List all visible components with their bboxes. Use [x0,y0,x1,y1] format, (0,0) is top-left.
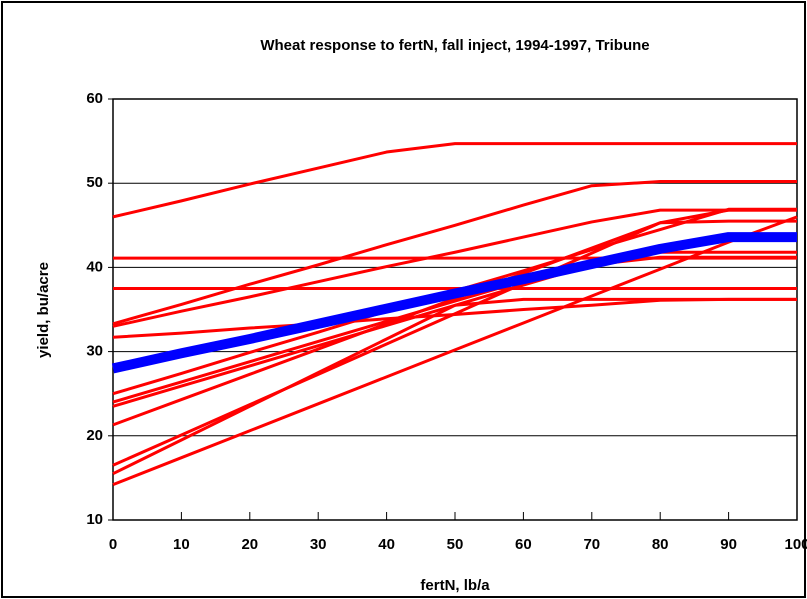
x-tick-label: 20 [241,536,258,553]
chart-title: Wheat response to fertN, fall inject, 19… [260,37,649,54]
x-tick-label: 40 [378,536,395,553]
y-tick-label: 60 [86,90,103,107]
data-line [112,250,797,404]
data-line [112,297,797,476]
y-tick-label: 20 [86,427,103,444]
data-line [112,180,797,326]
y-tick-label: 50 [86,174,103,191]
y-tick-label: 30 [86,343,103,360]
x-axis-label: fertN, lb/a [420,577,490,594]
x-tick-label: 90 [720,536,737,553]
x-tick-label: 30 [310,536,327,553]
y-axis-label: yield, bu/acre [35,262,52,358]
x-tick-label: 70 [583,536,600,553]
data-line [111,232,797,374]
y-tick-label: 10 [86,511,103,528]
y-tick-label: 40 [86,258,103,275]
data-line [112,208,797,328]
plot-border [112,98,798,521]
data-line [112,215,798,487]
x-tick-label: 80 [652,536,669,553]
plot-area [113,99,797,520]
x-tick-label: 0 [109,536,117,553]
data-line [112,208,797,467]
x-tick-label: 50 [447,536,464,553]
x-tick-label: 10 [173,536,190,553]
data-line [112,142,797,219]
x-tick-label: 100 [784,536,807,553]
x-tick-label: 60 [515,536,532,553]
